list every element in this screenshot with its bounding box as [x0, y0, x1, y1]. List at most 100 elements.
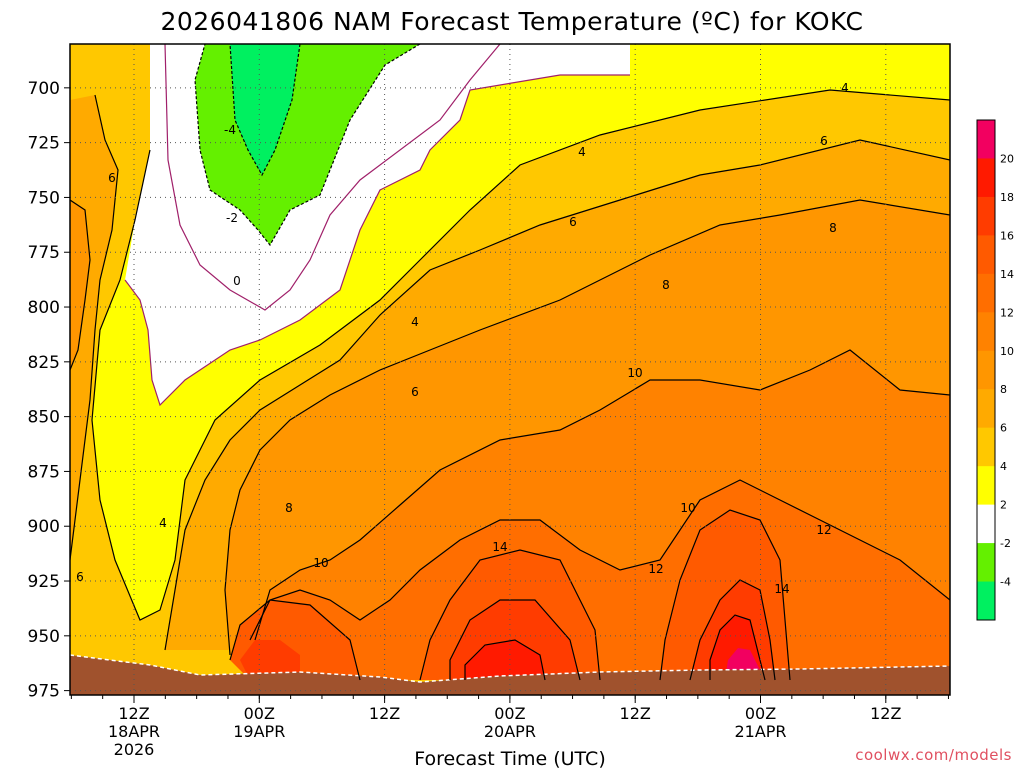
- y-tick-label: 725: [28, 134, 60, 154]
- contour-16a: [689, 579, 776, 681]
- band-left-edge-warmer: [70, 200, 90, 370]
- contour-label: 6: [108, 171, 116, 185]
- colorbar-swatch: [977, 235, 995, 275]
- contour-2: [124, 74, 630, 407]
- colorbar-tick-label: 2: [1000, 499, 1007, 512]
- contour-label: 4: [411, 315, 419, 329]
- colorbar-swatch: [977, 427, 995, 467]
- contour-label: 10: [627, 366, 642, 380]
- x-tick-label: 12Z: [118, 704, 149, 723]
- contour-label: 14: [774, 582, 789, 596]
- colorbar: 20 18 16 14 12 10 8 6 4 2 -2 -4: [976, 119, 1014, 621]
- y-axis-ticks: 700 725 750 775 800 825 850 875 900 925 950 975: [28, 79, 70, 702]
- colorbar-swatch: [977, 158, 995, 198]
- y-tick-label: 850: [28, 408, 60, 428]
- colorbar-tick-label: -2: [1000, 537, 1011, 550]
- contour-minus4: [229, 44, 301, 177]
- y-tick-label: 950: [28, 627, 60, 647]
- contour-8: [224, 199, 950, 656]
- y-tick-label: 775: [28, 243, 60, 263]
- contour-label: 6: [820, 134, 828, 148]
- y-tick-label: 875: [28, 462, 60, 482]
- contour-label: 10: [680, 501, 695, 515]
- contour-label: 6: [76, 570, 84, 584]
- contour-label: 8: [285, 501, 293, 515]
- contour-labels: -4 -2 0 4 4 4 4 6 6 6 6 6 8 8 8 10 10 10 12 12 14 14: [76, 81, 849, 596]
- y-tick-label: 700: [28, 79, 60, 99]
- colorbar-swatch: [977, 120, 995, 159]
- colorbar-swatch: [977, 350, 995, 390]
- colorbar-tick-label: 16: [1000, 229, 1014, 242]
- colorbar-swatch: [977, 196, 995, 236]
- terrain: [70, 655, 950, 695]
- contour-8-left: [70, 199, 91, 371]
- contour-0: [164, 44, 501, 311]
- contour-14c: [229, 599, 361, 681]
- contour-14b: [419, 549, 601, 681]
- colorbar-swatch: [977, 466, 995, 506]
- contour-16b: [449, 599, 581, 681]
- grid-lines: [70, 44, 950, 695]
- y-tick-label: 900: [28, 517, 60, 537]
- x-tick-label: 00Z: [244, 704, 275, 723]
- contour-label: -4: [224, 123, 236, 137]
- x-tick-label: 12Z: [870, 704, 901, 723]
- colorbar-swatch: [977, 504, 995, 544]
- y-tick-label: 800: [28, 298, 60, 318]
- colorbar-tick-label: 10: [1000, 345, 1014, 358]
- colorbar-tick-label: 18: [1000, 191, 1014, 204]
- colorbar-frame: [976, 119, 996, 621]
- colorbar-swatch: [977, 581, 995, 621]
- contour-label: 8: [829, 221, 837, 235]
- y-tick-label: 925: [28, 572, 60, 592]
- x-tick-label: 12Z: [620, 704, 651, 723]
- x-tick-label: 2026: [114, 740, 155, 759]
- contour-12: [249, 479, 950, 641]
- contour-18b: [464, 639, 546, 681]
- x-tick-label: 19APR: [233, 722, 285, 741]
- colorbar-tick-label: 6: [1000, 422, 1007, 435]
- x-tick-label: 00Z: [494, 704, 525, 723]
- contour-label: 6: [569, 215, 577, 229]
- contour-10: [254, 349, 950, 641]
- contour-label: 12: [816, 523, 831, 537]
- colorbar-swatch: [977, 273, 995, 313]
- contour-label: 10: [313, 556, 328, 570]
- y-tick-label: 975: [28, 682, 60, 702]
- colorbar-tick-label: 20: [1000, 152, 1014, 165]
- colorbar-tick-label: -4: [1000, 576, 1011, 589]
- terrain-edge: [70, 654, 950, 683]
- colorbar-swatch: [977, 389, 995, 429]
- credit-text: coolwx.com/models: [855, 746, 1012, 764]
- chart-title: 2026041806 NAM Forecast Temperature (ºC)…: [160, 7, 863, 36]
- x-tick-label: 18APR: [108, 722, 160, 741]
- colorbar-tick-label: 8: [1000, 383, 1007, 396]
- contour-lines: [70, 44, 950, 681]
- contour-label: 14: [492, 540, 507, 554]
- y-tick-label: 750: [28, 188, 60, 208]
- colorbar-tick-label: 12: [1000, 306, 1014, 319]
- x-axis-label: Forecast Time (UTC): [414, 748, 605, 768]
- colorbar-swatch: [977, 312, 995, 352]
- x-tick-label: 20APR: [484, 722, 536, 741]
- contour-minus2: [194, 44, 421, 247]
- contour-label: 4: [841, 81, 849, 95]
- colorbar-swatch: [977, 543, 995, 583]
- band-16-18: [240, 580, 775, 680]
- contour-6-left: [70, 94, 119, 561]
- contour-label: -2: [226, 211, 238, 225]
- contour-label: 6: [411, 385, 419, 399]
- contour-label: 12: [648, 562, 663, 576]
- colorbar-tick-label: 4: [1000, 460, 1007, 473]
- band-below-minus4: [230, 44, 300, 175]
- x-tick-label: 00Z: [745, 704, 776, 723]
- x-tick-label: 12Z: [369, 704, 400, 723]
- contour-label: 8: [662, 278, 670, 292]
- contour-6: [164, 139, 950, 651]
- band-18-20: [465, 615, 765, 680]
- contour-label: 4: [578, 145, 586, 159]
- contour-label: 0: [233, 274, 241, 288]
- contour-label: 4: [159, 516, 167, 530]
